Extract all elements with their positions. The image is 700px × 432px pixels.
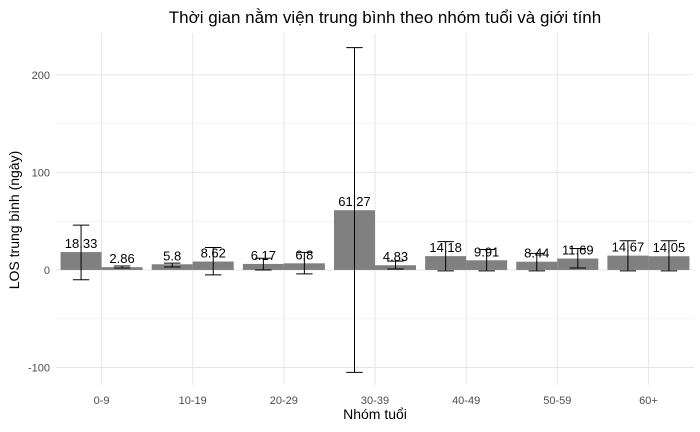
data-label: 11.69 xyxy=(562,243,594,258)
data-label: 8.62 xyxy=(201,246,226,261)
data-labels: 18.33 5.8 6.17 61.27 14.18 8.44 14.67 2.86 8.62 6… xyxy=(65,194,685,266)
x-tick-label: 40-49 xyxy=(452,395,480,407)
data-label: 14.05 xyxy=(653,240,686,255)
x-axis-ticks: 0-9 10-19 20-29 30-39 40-49 50-59 60+ xyxy=(94,395,658,407)
grid xyxy=(56,33,694,385)
data-label: 6.17 xyxy=(251,248,276,263)
data-label: 5.8 xyxy=(163,248,181,263)
data-label: 14.18 xyxy=(429,240,462,255)
y-tick-label: 0 xyxy=(44,265,50,277)
y-tick-label: 200 xyxy=(32,70,50,82)
data-label: 14.67 xyxy=(612,240,645,255)
data-label: 8.44 xyxy=(524,246,549,261)
x-tick-label: 20-29 xyxy=(270,395,298,407)
error-bars xyxy=(72,47,678,373)
data-label: 6.8 xyxy=(295,247,313,262)
bars xyxy=(60,210,690,270)
bar xyxy=(101,267,143,270)
data-label: 4.83 xyxy=(383,249,408,264)
y-tick-label: 100 xyxy=(32,167,50,179)
x-tick-label: 60+ xyxy=(639,395,658,407)
chart-title: Thời gian nằm viện trung bình theo nhóm … xyxy=(169,8,601,27)
x-axis-title: Nhóm tuổi xyxy=(343,406,407,422)
y-axis-title: LOS trung bình (ngày) xyxy=(6,151,22,290)
data-label: 18.33 xyxy=(65,236,98,251)
x-tick-label: 0-9 xyxy=(94,395,110,407)
data-label: 61.27 xyxy=(338,194,371,209)
y-tick-label: -100 xyxy=(28,362,50,374)
data-label: 2.86 xyxy=(109,251,134,266)
x-tick-label: 30-39 xyxy=(361,395,389,407)
x-tick-label: 10-19 xyxy=(179,395,207,407)
data-label: 9.91 xyxy=(474,244,499,259)
y-axis-ticks: -100 0 100 200 xyxy=(28,70,50,375)
x-tick-label: 50-59 xyxy=(543,395,571,407)
